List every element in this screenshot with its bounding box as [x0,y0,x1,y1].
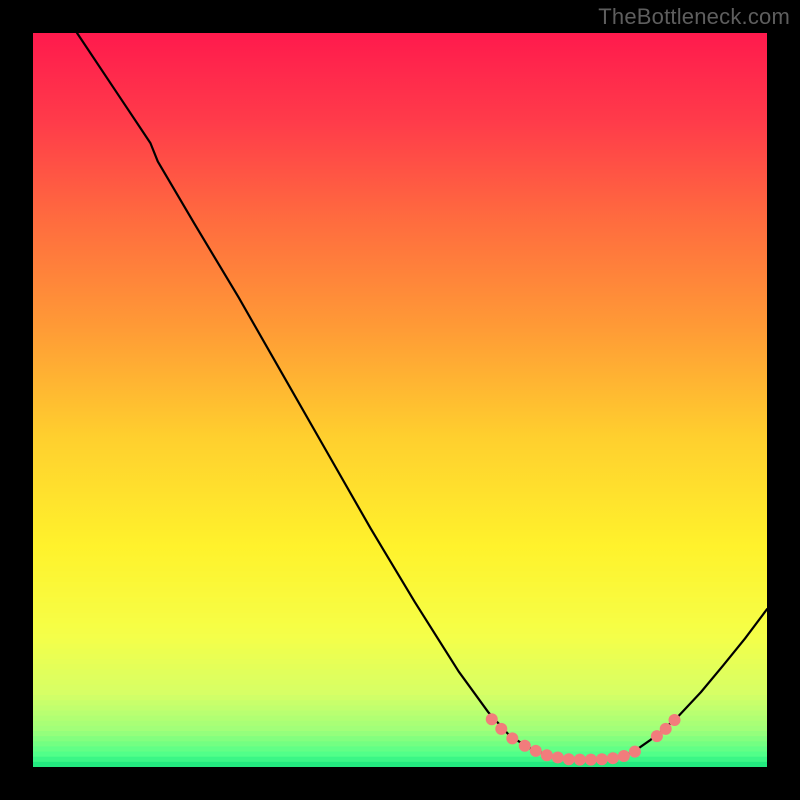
gradient-band [33,695,767,701]
gradient-band [33,680,767,686]
curve-marker [495,723,507,735]
gradient-band [33,608,767,614]
gradient-band [33,746,767,752]
gradient-band [33,752,767,758]
curve-marker [506,732,518,744]
plot-area [33,33,767,767]
gradient-band [33,561,767,567]
gradient-band [33,597,767,603]
gradient-band [33,644,767,650]
gradient-band [33,567,767,573]
gradient-band [33,664,767,670]
gradient-band [33,762,767,767]
curve-marker [596,753,608,765]
watermark-text: TheBottleneck.com [598,4,790,30]
gradient-band [33,757,767,763]
curve-marker [541,749,553,761]
gradient-band [33,633,767,639]
gradient-band [33,603,767,609]
curve-marker [585,754,597,766]
curve-marker [552,751,564,763]
gradient-band [33,716,767,722]
curve-marker [563,753,575,765]
gradient-band [33,659,767,665]
gradient-band [33,669,767,675]
gradient-band [33,705,767,711]
gradient-band [33,618,767,624]
outer-frame: TheBottleneck.com [0,0,800,800]
gradient-band [33,690,767,696]
gradient-band [33,628,767,634]
gradient-band [33,700,767,706]
gradient-band [33,639,767,645]
gradient-band [33,721,767,727]
gradient-band [33,613,767,619]
gradient-band [33,592,767,598]
curve-marker [574,754,586,766]
gradient-band [33,710,767,716]
curve-marker [519,740,531,752]
curve-marker [660,723,672,735]
gradient-band [33,582,767,588]
curve-marker [486,713,498,725]
curve-marker [607,752,619,764]
gradient-band [33,587,767,593]
gradient-band [33,649,767,655]
gradient-band [33,623,767,629]
gradient-band [33,741,767,747]
gradient-band [33,685,767,691]
curve-marker [530,745,542,757]
gradient-band [33,654,767,660]
gradient-band [33,675,767,681]
curve-marker [669,714,681,726]
chart-svg [33,33,767,767]
curve-marker [618,750,630,762]
curve-marker [629,746,641,758]
